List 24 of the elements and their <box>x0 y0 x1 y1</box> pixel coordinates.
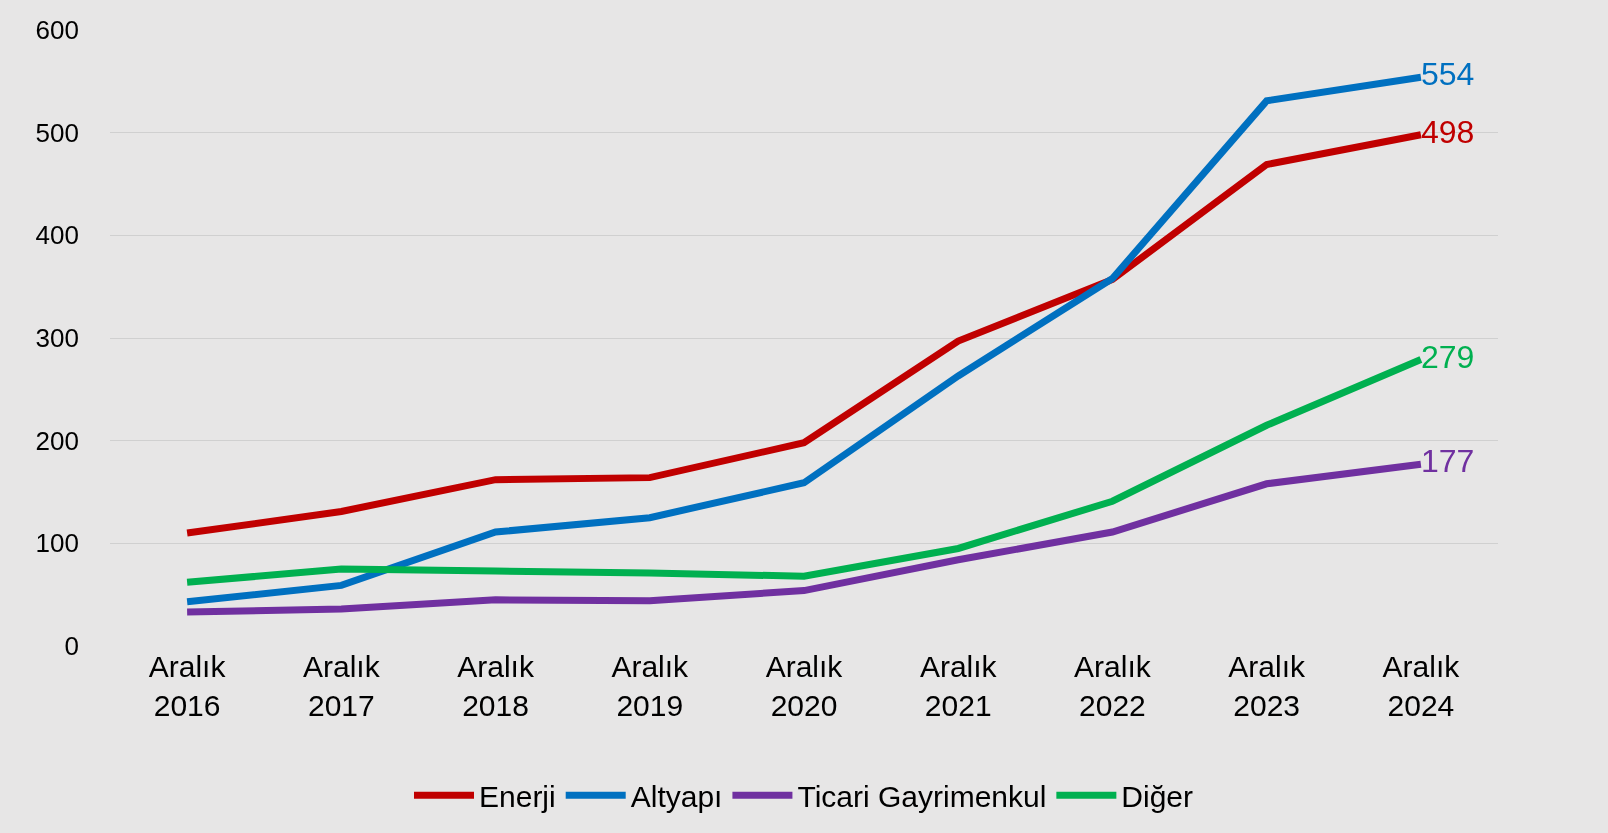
x-tick-label: Aralık 2016 <box>148 650 227 722</box>
data-label: 279 <box>1420 338 1475 375</box>
y-tick-label: 100 <box>35 528 79 559</box>
x-tick-label: Aralık 2017 <box>302 650 381 722</box>
legend-label: Enerji <box>479 779 556 813</box>
x-tick-label: Aralık 2020 <box>765 650 844 722</box>
x-tick-label: Aralık 2024 <box>1382 650 1461 722</box>
y-tick-label: 0 <box>64 631 79 662</box>
legend-label: Ticari Gayrimenkul <box>797 779 1047 813</box>
x-tick-label: Aralık 2018 <box>457 650 535 722</box>
y-tick-label: 400 <box>35 220 79 251</box>
y-tick-label: 500 <box>35 117 79 148</box>
legend-label: Diğer <box>1121 779 1194 813</box>
x-tick-label: Aralık 2022 <box>1074 650 1152 722</box>
data-label: 177 <box>1420 443 1475 480</box>
y-tick-label: 200 <box>35 425 79 456</box>
x-tick-label: Aralık 2019 <box>611 650 690 722</box>
x-tick-label: Aralık 2023 <box>1228 650 1307 722</box>
y-tick-label: 300 <box>35 323 79 354</box>
data-label: 498 <box>1420 113 1475 150</box>
legend-label: Altyapı <box>630 779 723 813</box>
x-tick-label: Aralık 2021 <box>919 650 998 722</box>
data-label: 554 <box>1420 56 1475 93</box>
y-tick-label: 600 <box>35 15 79 46</box>
